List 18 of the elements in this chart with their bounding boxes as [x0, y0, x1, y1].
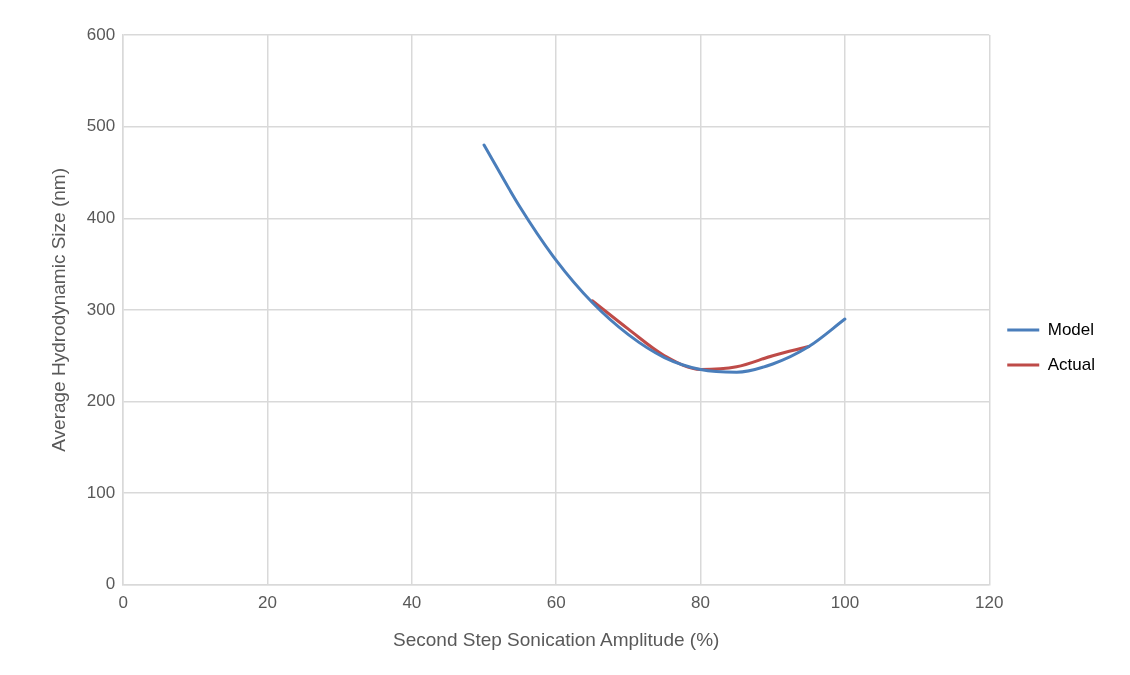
y-axis-title: Average Hydrodynamic Size (nm) — [47, 168, 69, 452]
y-tick-label: 500 — [86, 116, 116, 136]
y-tick-label: 400 — [86, 207, 116, 227]
x-tick-label: 120 — [975, 592, 1004, 612]
x-tick-label: 60 — [546, 592, 566, 612]
line-series — [482, 143, 847, 374]
x-tick-label: 100 — [830, 592, 860, 612]
y-tick-label: 0 — [105, 574, 116, 594]
y-tick-label: 300 — [86, 299, 116, 319]
legend-label: Actual — [1047, 354, 1095, 374]
x-axis-title: Second Step Sonication Amplitude (%) — [393, 628, 720, 650]
y-tick-label: 200 — [86, 391, 116, 411]
x-tick-label: 40 — [402, 592, 422, 612]
x-tick-label: 80 — [691, 592, 711, 612]
x-tick-label: 20 — [258, 592, 277, 612]
y-tick-label: 600 — [86, 24, 116, 44]
y-tick-label: 100 — [86, 482, 116, 502]
legend-label: Model — [1047, 319, 1095, 339]
